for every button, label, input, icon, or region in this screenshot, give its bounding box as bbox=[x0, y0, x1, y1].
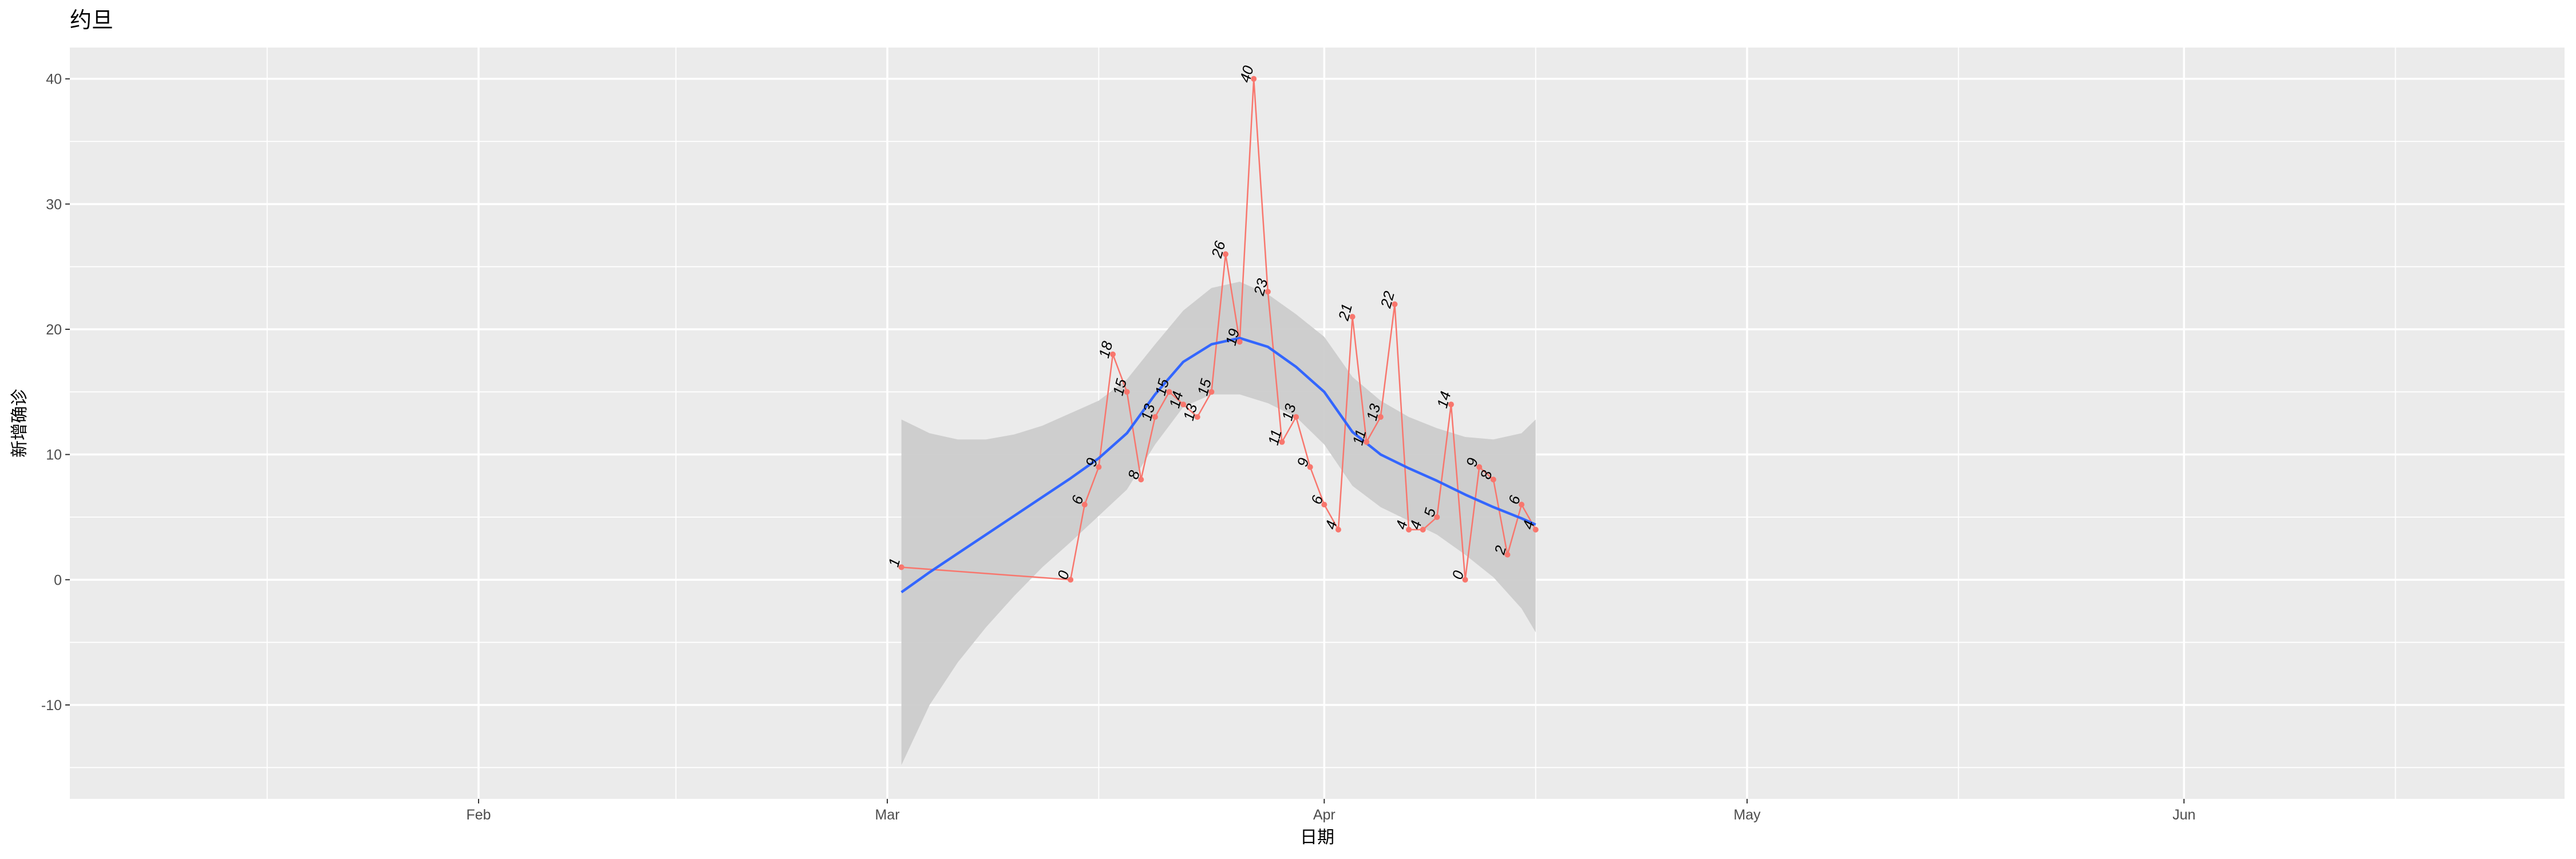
data-point bbox=[1364, 439, 1370, 445]
axis-ticks: -10 0 10 20 30 40 Feb Mar Apr May Jun bbox=[41, 72, 2196, 823]
chart-title: 约旦 bbox=[70, 7, 113, 33]
smooth-line bbox=[900, 337, 1536, 594]
y-tick-label: 30 bbox=[46, 196, 62, 212]
data-point bbox=[1335, 526, 1341, 533]
data-points-layer bbox=[898, 76, 1539, 583]
data-point bbox=[1251, 76, 1257, 82]
data-point bbox=[1307, 464, 1313, 470]
data-point bbox=[1476, 464, 1483, 470]
data-point bbox=[1321, 502, 1327, 508]
data-point bbox=[1194, 414, 1200, 420]
data-point bbox=[1504, 551, 1511, 558]
data-point bbox=[1236, 338, 1243, 345]
y-tick-label: 0 bbox=[54, 572, 62, 588]
y-tick-label: 10 bbox=[46, 447, 62, 463]
data-point bbox=[1392, 301, 1398, 308]
data-point bbox=[1208, 389, 1215, 395]
data-point bbox=[1222, 251, 1228, 257]
data-point bbox=[1532, 526, 1539, 533]
x-tick-label: May bbox=[1733, 807, 1761, 823]
data-point bbox=[1096, 464, 1102, 470]
smooth-line-layer bbox=[900, 337, 1536, 594]
data-point bbox=[1519, 502, 1525, 508]
data-point bbox=[1124, 389, 1130, 395]
data-point bbox=[1293, 414, 1299, 420]
data-point bbox=[1349, 314, 1356, 320]
data-point bbox=[898, 564, 904, 570]
data-point bbox=[1279, 439, 1285, 445]
data-point bbox=[1138, 476, 1144, 483]
data-point bbox=[1166, 389, 1172, 395]
data-point bbox=[1434, 514, 1440, 520]
x-tick-label: Jun bbox=[2172, 807, 2195, 823]
y-tick-label: 40 bbox=[46, 72, 62, 88]
y-tick-label: -10 bbox=[41, 698, 62, 714]
data-point bbox=[1420, 526, 1426, 533]
data-point bbox=[1152, 414, 1158, 420]
grid-lines bbox=[70, 48, 2565, 799]
data-point bbox=[1490, 476, 1496, 483]
y-axis-title: 新增确诊 bbox=[10, 389, 30, 458]
data-point bbox=[1406, 526, 1412, 533]
confidence-band-layer bbox=[901, 281, 1536, 765]
confidence-band bbox=[901, 281, 1536, 765]
data-point bbox=[1377, 414, 1384, 420]
data-point bbox=[1462, 577, 1468, 583]
data-point bbox=[1448, 401, 1454, 408]
data-point bbox=[1068, 577, 1074, 583]
data-point bbox=[1265, 289, 1271, 295]
x-axis-title: 日期 bbox=[1300, 828, 1334, 848]
x-tick-label: Mar bbox=[875, 807, 900, 823]
data-point bbox=[1109, 351, 1116, 357]
y-tick-label: 20 bbox=[46, 322, 62, 338]
data-point bbox=[1081, 502, 1088, 508]
x-tick-label: Apr bbox=[1313, 807, 1336, 823]
data-point bbox=[1180, 401, 1187, 408]
x-tick-label: Feb bbox=[466, 807, 491, 823]
